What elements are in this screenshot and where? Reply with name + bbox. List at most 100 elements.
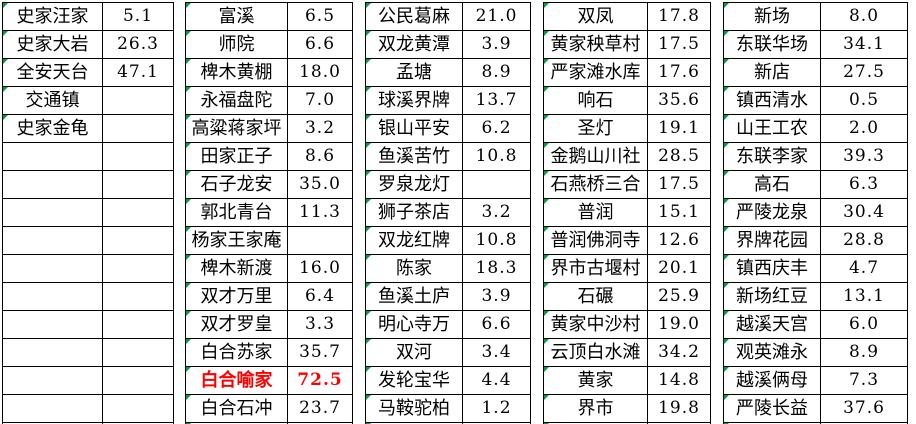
- name-cell[interactable]: 陈家: [366, 255, 463, 283]
- name-cell[interactable]: 东联李家: [724, 143, 821, 171]
- name-cell[interactable]: 孟塘: [366, 59, 463, 87]
- name-cell[interactable]: 严陵长益: [724, 395, 821, 423]
- name-cell[interactable]: 狮子茶店: [366, 199, 463, 227]
- value-cell[interactable]: 3.9: [463, 31, 531, 59]
- name-cell[interactable]: 永福盘陀: [186, 87, 288, 115]
- value-cell[interactable]: 30.4: [821, 199, 908, 227]
- value-cell[interactable]: 16.0: [288, 255, 353, 283]
- value-cell[interactable]: 10.8: [463, 143, 531, 171]
- name-cell[interactable]: 越溪俩母: [724, 367, 821, 395]
- name-cell[interactable]: 史家金龟: [3, 115, 103, 143]
- name-cell[interactable]: 石燕桥三合: [544, 171, 648, 199]
- value-cell[interactable]: 35.0: [288, 171, 353, 199]
- name-cell[interactable]: [3, 255, 103, 283]
- value-cell[interactable]: 6.2: [463, 115, 531, 143]
- name-cell[interactable]: 黄家中沙村: [544, 311, 648, 339]
- name-cell[interactable]: 界牌花园: [724, 227, 821, 255]
- value-cell[interactable]: 8.0: [821, 3, 908, 31]
- name-cell[interactable]: [3, 227, 103, 255]
- value-cell[interactable]: 72.5: [288, 367, 353, 395]
- name-cell[interactable]: 明心寺万: [366, 311, 463, 339]
- name-cell[interactable]: 界市: [544, 395, 648, 423]
- name-cell[interactable]: 双才罗皇: [186, 311, 288, 339]
- value-cell[interactable]: 6.3: [821, 171, 908, 199]
- name-cell[interactable]: 双才万里: [186, 283, 288, 311]
- name-cell[interactable]: [3, 171, 103, 199]
- value-cell[interactable]: 7.0: [288, 87, 353, 115]
- name-cell[interactable]: [3, 367, 103, 395]
- value-cell[interactable]: 8.9: [821, 339, 908, 367]
- value-cell[interactable]: 17.6: [648, 59, 711, 87]
- name-cell[interactable]: 山王工农: [724, 115, 821, 143]
- value-cell[interactable]: [103, 283, 174, 311]
- value-cell[interactable]: 19.0: [648, 311, 711, 339]
- name-cell[interactable]: 响石: [544, 87, 648, 115]
- name-cell[interactable]: [3, 143, 103, 171]
- name-cell[interactable]: 银山平安: [366, 115, 463, 143]
- name-cell[interactable]: 云顶白水滩: [544, 339, 648, 367]
- value-cell[interactable]: 21.0: [463, 3, 531, 31]
- value-cell[interactable]: [288, 227, 353, 255]
- name-cell[interactable]: 椑木新渡: [186, 255, 288, 283]
- name-cell[interactable]: 新场: [724, 3, 821, 31]
- value-cell[interactable]: 3.2: [463, 199, 531, 227]
- value-cell[interactable]: 17.5: [648, 31, 711, 59]
- value-cell[interactable]: 14.8: [648, 367, 711, 395]
- value-cell[interactable]: 17.8: [648, 3, 711, 31]
- value-cell[interactable]: 7.3: [821, 367, 908, 395]
- value-cell[interactable]: [463, 171, 531, 199]
- value-cell[interactable]: 18.0: [288, 59, 353, 87]
- value-cell[interactable]: 19.1: [648, 115, 711, 143]
- value-cell[interactable]: 8.6: [288, 143, 353, 171]
- name-cell[interactable]: 高粱蒋家坪: [186, 115, 288, 143]
- value-cell[interactable]: 0.5: [821, 87, 908, 115]
- value-cell[interactable]: 4.4: [463, 367, 531, 395]
- name-cell[interactable]: 镇西清水: [724, 87, 821, 115]
- name-cell[interactable]: 马鞍驼柏: [366, 395, 463, 423]
- value-cell[interactable]: 23.7: [288, 395, 353, 423]
- name-cell[interactable]: [3, 199, 103, 227]
- name-cell[interactable]: 新场红豆: [724, 283, 821, 311]
- name-cell[interactable]: 镇西庆丰: [724, 255, 821, 283]
- value-cell[interactable]: 37.6: [821, 395, 908, 423]
- name-cell[interactable]: 富溪: [186, 3, 288, 31]
- value-cell[interactable]: 34.1: [821, 31, 908, 59]
- name-cell[interactable]: [3, 395, 103, 423]
- value-cell[interactable]: 39.3: [821, 143, 908, 171]
- value-cell[interactable]: 15.1: [648, 199, 711, 227]
- value-cell[interactable]: [103, 87, 174, 115]
- name-cell[interactable]: 严陵龙泉: [724, 199, 821, 227]
- value-cell[interactable]: 35.6: [648, 87, 711, 115]
- name-cell[interactable]: 新店: [724, 59, 821, 87]
- name-cell[interactable]: 罗泉龙灯: [366, 171, 463, 199]
- value-cell[interactable]: 28.5: [648, 143, 711, 171]
- name-cell[interactable]: [3, 283, 103, 311]
- name-cell[interactable]: 双河: [366, 339, 463, 367]
- value-cell[interactable]: [103, 339, 174, 367]
- name-cell[interactable]: 白合苏家: [186, 339, 288, 367]
- value-cell[interactable]: 12.6: [648, 227, 711, 255]
- value-cell[interactable]: 6.6: [288, 31, 353, 59]
- value-cell[interactable]: 2.0: [821, 115, 908, 143]
- name-cell[interactable]: 师院: [186, 31, 288, 59]
- value-cell[interactable]: 1.2: [463, 395, 531, 423]
- name-cell[interactable]: 普润: [544, 199, 648, 227]
- value-cell[interactable]: 6.0: [821, 311, 908, 339]
- name-cell[interactable]: 双龙红牌: [366, 227, 463, 255]
- value-cell[interactable]: 25.9: [648, 283, 711, 311]
- name-cell[interactable]: 发轮宝华: [366, 367, 463, 395]
- value-cell[interactable]: [103, 311, 174, 339]
- value-cell[interactable]: 34.2: [648, 339, 711, 367]
- value-cell[interactable]: [103, 395, 174, 423]
- value-cell[interactable]: 6.6: [463, 311, 531, 339]
- name-cell[interactable]: 普润佛洞寺: [544, 227, 648, 255]
- value-cell[interactable]: 6.5: [288, 3, 353, 31]
- name-cell[interactable]: 石碾: [544, 283, 648, 311]
- name-cell[interactable]: 鱼溪土庐: [366, 283, 463, 311]
- value-cell[interactable]: 3.2: [288, 115, 353, 143]
- name-cell[interactable]: 椑木黄棚: [186, 59, 288, 87]
- value-cell[interactable]: 5.1: [103, 3, 174, 31]
- value-cell[interactable]: [103, 367, 174, 395]
- name-cell[interactable]: 石子龙安: [186, 171, 288, 199]
- value-cell[interactable]: 19.8: [648, 395, 711, 423]
